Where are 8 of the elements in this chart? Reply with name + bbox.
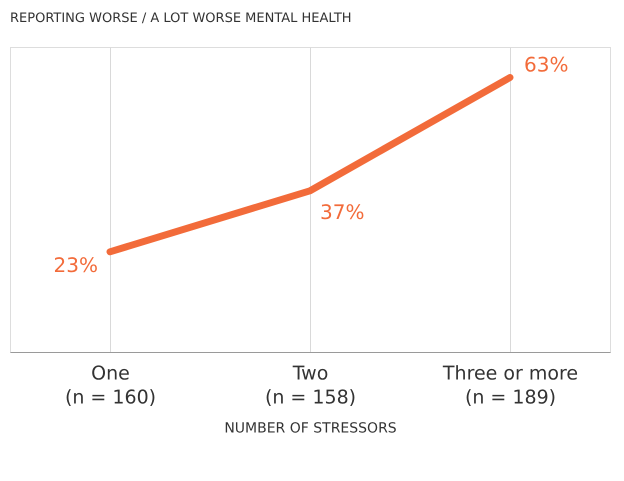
- data-label: 37%: [320, 200, 364, 224]
- x-tick-label: One (n = 160): [64, 362, 156, 408]
- x-axis-title: NUMBER OF STRESSORS: [224, 420, 397, 436]
- x-tick-label: Two (n = 158): [264, 362, 356, 408]
- data-label: 23%: [54, 252, 98, 277]
- chart-title: REPORTING WORSE / A LOT WORSE MENTAL HEALTH: [10, 11, 352, 26]
- data-label: 63%: [524, 52, 568, 76]
- x-tick-label: Three or more (n = 189): [442, 362, 578, 408]
